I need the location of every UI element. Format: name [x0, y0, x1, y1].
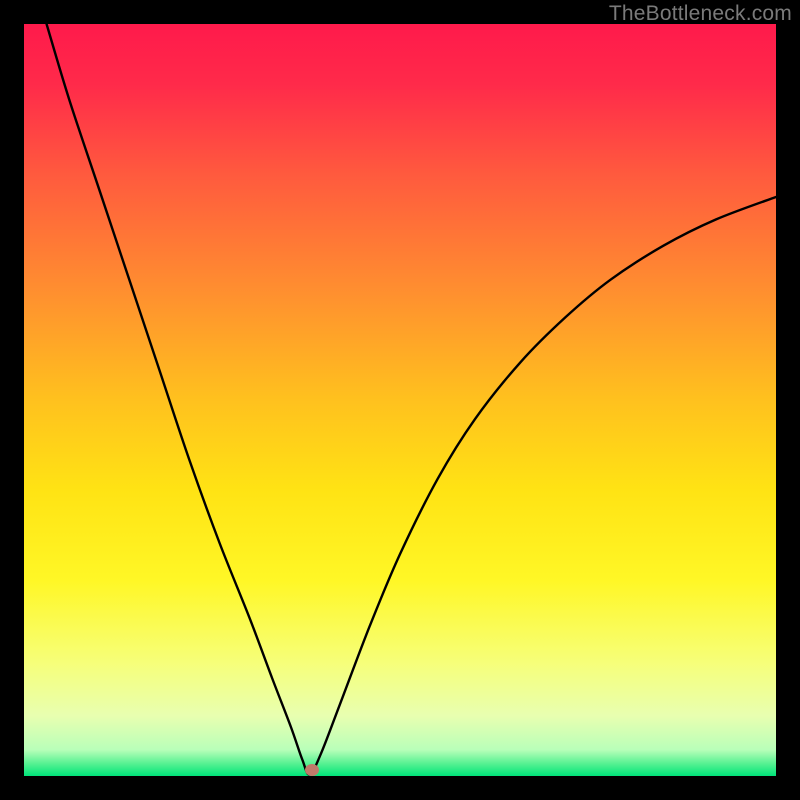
watermark-text: TheBottleneck.com: [609, 2, 792, 26]
curve-path: [47, 24, 776, 775]
chart-frame: TheBottleneck.com: [0, 0, 800, 800]
minimum-marker: [305, 764, 319, 776]
bottleneck-curve: [24, 24, 776, 776]
